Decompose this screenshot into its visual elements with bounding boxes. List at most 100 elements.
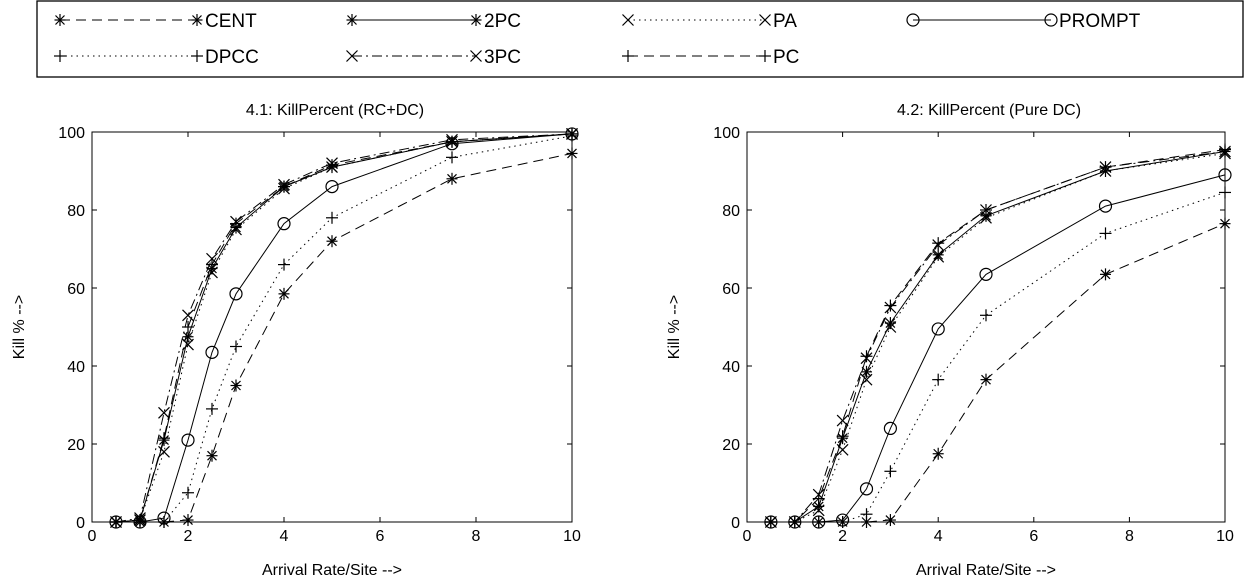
data-point-pc: [884, 299, 897, 312]
data-point-cent: [206, 449, 218, 462]
data-point-cent: [326, 235, 338, 248]
legend-item-2pc: 2PC: [346, 11, 521, 32]
data-point-2pc: [932, 248, 944, 261]
series-prompt: [764, 168, 1232, 529]
legend-marker-plus: [191, 50, 203, 62]
data-point-pc: [1219, 143, 1231, 156]
data-point-dpcc: [230, 340, 242, 353]
series-cent: [110, 147, 578, 528]
y-tick-label: 0: [731, 515, 740, 532]
series-line-cent: [770, 223, 1226, 523]
data-point-cent: [980, 373, 992, 386]
data-point-pc: [206, 258, 218, 271]
x-tick-label: 10: [563, 528, 581, 545]
series-line-dpcc: [116, 135, 573, 523]
x-tick-label: 4: [934, 528, 943, 545]
series-line-prompt: [116, 133, 573, 523]
y-tick-label: 100: [58, 125, 85, 142]
data-point-prompt: [931, 322, 945, 336]
data-point-pa: [812, 504, 825, 517]
data-point-cent: [182, 514, 194, 527]
legend-marker-plus: [759, 50, 771, 62]
y-tick-label: 20: [722, 437, 740, 454]
series-pa: [764, 147, 1231, 528]
data-point-prompt: [181, 433, 195, 447]
data-point-prompt: [325, 180, 339, 194]
x-axis-label: Arrival Rate/Site -->: [262, 562, 402, 579]
data-point-2pc: [861, 365, 872, 378]
y-tick-label: 100: [713, 125, 740, 142]
data-point-cent: [884, 514, 896, 527]
legend-item-pa: PA: [622, 11, 797, 32]
series-dpcc: [110, 129, 578, 528]
data-point-dpcc: [326, 211, 338, 224]
legend-items: CENT 2PC PA PROMPT DPCC 3PC PC: [54, 11, 1141, 68]
legend-marker-star: [191, 14, 203, 26]
plot-area-frame: [91, 131, 573, 523]
data-point-dpcc: [446, 151, 458, 164]
x-axis-label: Arrival Rate/Site -->: [916, 562, 1056, 579]
series-prompt: [109, 127, 579, 529]
data-point-prompt: [277, 217, 291, 231]
y-tick-label: 20: [67, 437, 85, 454]
y-axis-label: Kill % -->: [11, 295, 28, 359]
data-point-pa: [932, 250, 945, 263]
data-point-pc: [932, 237, 945, 250]
data-point-pc: [836, 430, 849, 443]
legend-marker-x: [470, 50, 482, 62]
data-point-dpcc: [278, 258, 290, 271]
legend-item-dpcc: DPCC: [54, 47, 259, 68]
legend-marker-star: [470, 14, 482, 26]
data-point-pa: [860, 373, 873, 386]
legend-label: CENT: [205, 11, 257, 32]
x-tick-label: 0: [743, 528, 752, 545]
x-tick-label: 8: [472, 528, 481, 545]
data-point-prompt: [229, 287, 243, 301]
x-tick-label: 4: [280, 528, 289, 545]
series-pc: [110, 127, 578, 528]
series-layer: [109, 127, 579, 529]
data-point-3pc: [158, 406, 170, 419]
data-point-prompt: [859, 482, 874, 496]
series-line-pc: [770, 149, 1226, 523]
data-point-dpcc: [1219, 186, 1231, 199]
data-point-pc: [278, 180, 290, 193]
y-tick-label: 40: [722, 359, 740, 376]
chart-panel-rc-dc: 4.1: KillPercent (RC+DC) 0 2 4 6 8 1002040608…: [11, 102, 581, 579]
legend-item-3pc: 3PC: [346, 47, 521, 68]
chart-title: 4.1: KillPercent (RC+DC): [246, 102, 424, 119]
series-2pc: [765, 145, 1231, 528]
data-point-cent: [230, 379, 242, 392]
legend-label: PC: [773, 47, 799, 68]
series-cent: [765, 217, 1231, 528]
data-point-dpcc: [158, 516, 170, 528]
y-tick-label: 60: [722, 281, 740, 298]
data-point-dpcc: [182, 486, 194, 499]
chart-panel-pure-dc: 4.2: KillPercent (Pure DC) 0 2 4 6 8 10020406…: [666, 102, 1234, 579]
data-point-prompt: [979, 267, 993, 281]
chart-title: 4.2: KillPercent (Pure DC): [897, 102, 1081, 119]
data-point-pa: [182, 338, 194, 351]
legend: CENT 2PC PA PROMPT DPCC 3PC PC: [36, 0, 1244, 78]
legend-label: 2PC: [484, 11, 521, 32]
data-point-dpcc: [860, 508, 873, 521]
data-point-dpcc: [980, 309, 992, 322]
data-point-pa: [158, 445, 170, 458]
x-tick-label: 6: [376, 528, 385, 545]
series-layer: [764, 143, 1232, 529]
data-point-cent: [446, 172, 458, 185]
legend-label: PA: [773, 11, 797, 32]
legend-marker-star: [54, 14, 66, 26]
y-axis-label: Kill % -->: [666, 295, 683, 359]
data-point-cent: [566, 147, 578, 160]
data-point-cent: [278, 287, 290, 300]
legend-marker-x: [346, 50, 358, 62]
data-point-dpcc: [884, 465, 897, 478]
x-tick-label: 2: [838, 528, 847, 545]
series-line-pa: [770, 153, 1226, 523]
data-point-dpcc: [812, 516, 825, 528]
y-tick-label: 80: [722, 203, 740, 220]
data-point-pc: [788, 516, 801, 528]
series-line-2pc: [770, 151, 1226, 523]
